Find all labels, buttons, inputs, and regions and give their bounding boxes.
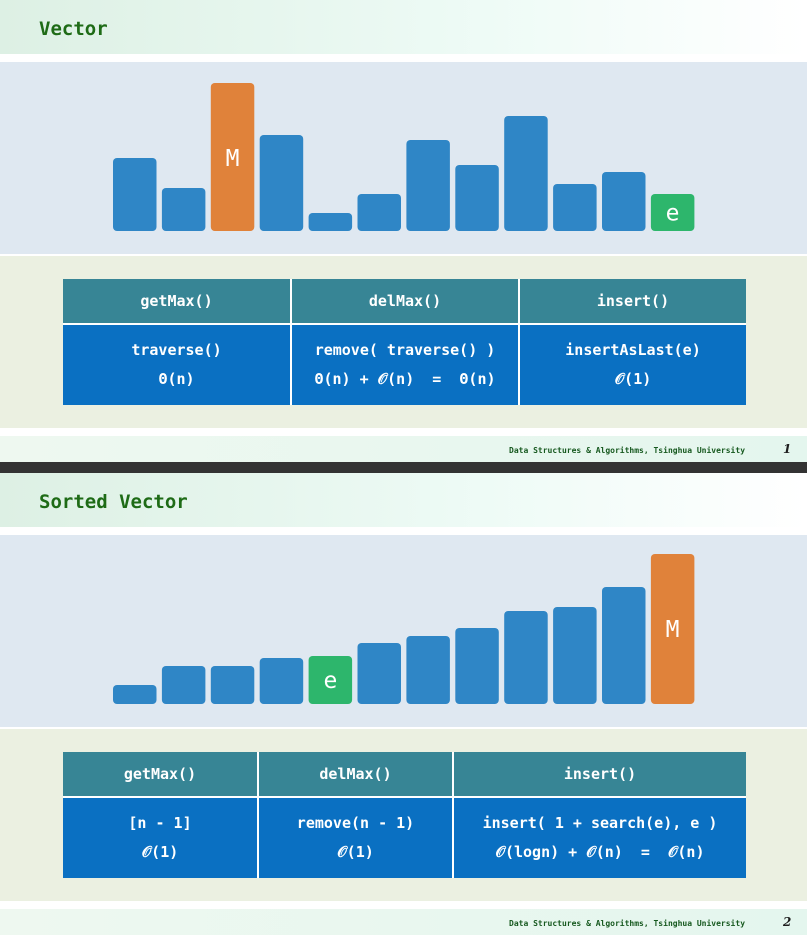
header-delmax: delMax() xyxy=(258,752,454,798)
page-number: 1 xyxy=(783,442,792,456)
bar-label: e xyxy=(666,201,680,227)
footer-text: Data Structures & Algorithms, Tsinghua U… xyxy=(509,919,746,928)
cell-complexity: 𝒪(1) xyxy=(337,843,374,861)
bar xyxy=(406,636,450,704)
bar xyxy=(553,607,597,704)
header-getmax: getMax() xyxy=(63,752,259,798)
bar xyxy=(259,658,304,704)
bar-label: e xyxy=(323,668,337,694)
cell-getmax: [n - 1] 𝒪(1) xyxy=(63,797,259,878)
bar-max xyxy=(650,554,695,704)
cell-complexity: Θ(n) xyxy=(158,370,195,388)
footer-bar xyxy=(0,909,807,935)
bar xyxy=(161,666,206,704)
bar xyxy=(161,188,206,231)
header-delmax: delMax() xyxy=(291,279,520,325)
bar xyxy=(113,158,157,231)
cell-method: remove( traverse() ) xyxy=(314,341,496,359)
bar xyxy=(553,184,597,231)
bar xyxy=(455,165,499,231)
title-bar xyxy=(0,0,807,54)
cell-getmax: traverse() Θ(n) xyxy=(63,324,292,405)
cell-complexity: Θ(n) + 𝒪(n) = Θ(n) xyxy=(314,370,496,388)
bar-max xyxy=(210,83,255,231)
bar-label: M xyxy=(666,617,680,643)
cell-complexity: 𝒪(1) xyxy=(614,370,652,388)
bar xyxy=(113,685,157,704)
slide-title: Vector xyxy=(39,18,108,40)
bar xyxy=(210,666,255,704)
bar xyxy=(357,643,401,704)
bars-illustration: Me xyxy=(113,83,695,231)
operations-table: getMax() delMax() insert() traverse() Θ(… xyxy=(63,279,746,405)
slide-title: Sorted Vector xyxy=(39,491,188,513)
bar xyxy=(406,140,450,231)
header-insert: insert() xyxy=(519,279,746,325)
bar-label: M xyxy=(226,146,240,172)
bar xyxy=(357,194,401,231)
bar xyxy=(504,116,548,231)
page-number: 2 xyxy=(783,915,792,929)
bar xyxy=(504,611,548,704)
cell-method: insertAsLast(e) xyxy=(565,341,701,359)
cell-complexity: 𝒪(logn) + 𝒪(n) = 𝒪(n) xyxy=(495,843,705,861)
footer-text: Data Structures & Algorithms, Tsinghua U… xyxy=(509,446,746,455)
title-bar xyxy=(0,473,807,527)
bar xyxy=(308,213,353,231)
cell-method: insert( 1 + search(e), e ) xyxy=(482,814,718,832)
slide-separator xyxy=(0,462,807,473)
cell-insert: insertAsLast(e) 𝒪(1) xyxy=(519,324,746,405)
table-panel: getMax() delMax() insert() traverse() Θ(… xyxy=(0,256,807,428)
bar xyxy=(602,172,646,231)
bar xyxy=(602,587,646,704)
footer-bar xyxy=(0,436,807,462)
cell-delmax: remove( traverse() ) Θ(n) + 𝒪(n) = Θ(n) xyxy=(291,324,520,405)
bar-new-element xyxy=(308,656,353,704)
cell-complexity: 𝒪(1) xyxy=(141,843,179,861)
bar xyxy=(455,628,499,704)
operations-table: getMax() delMax() insert() [n - 1] 𝒪(1) … xyxy=(63,752,746,878)
header-insert: insert() xyxy=(453,752,746,798)
cell-method: traverse() xyxy=(131,341,222,359)
table-panel: getMax() delMax() insert() [n - 1] 𝒪(1) … xyxy=(0,729,807,901)
bar xyxy=(259,135,304,231)
cell-insert: insert( 1 + search(e), e ) 𝒪(logn) + 𝒪(n… xyxy=(453,797,746,878)
cell-delmax: remove(n - 1) 𝒪(1) xyxy=(258,797,454,878)
cell-method: [n - 1] xyxy=(128,814,192,832)
header-getmax: getMax() xyxy=(63,279,292,325)
bars-illustration: eM xyxy=(113,554,695,704)
cell-method: remove(n - 1) xyxy=(296,814,415,832)
bar-new-element xyxy=(650,194,695,231)
